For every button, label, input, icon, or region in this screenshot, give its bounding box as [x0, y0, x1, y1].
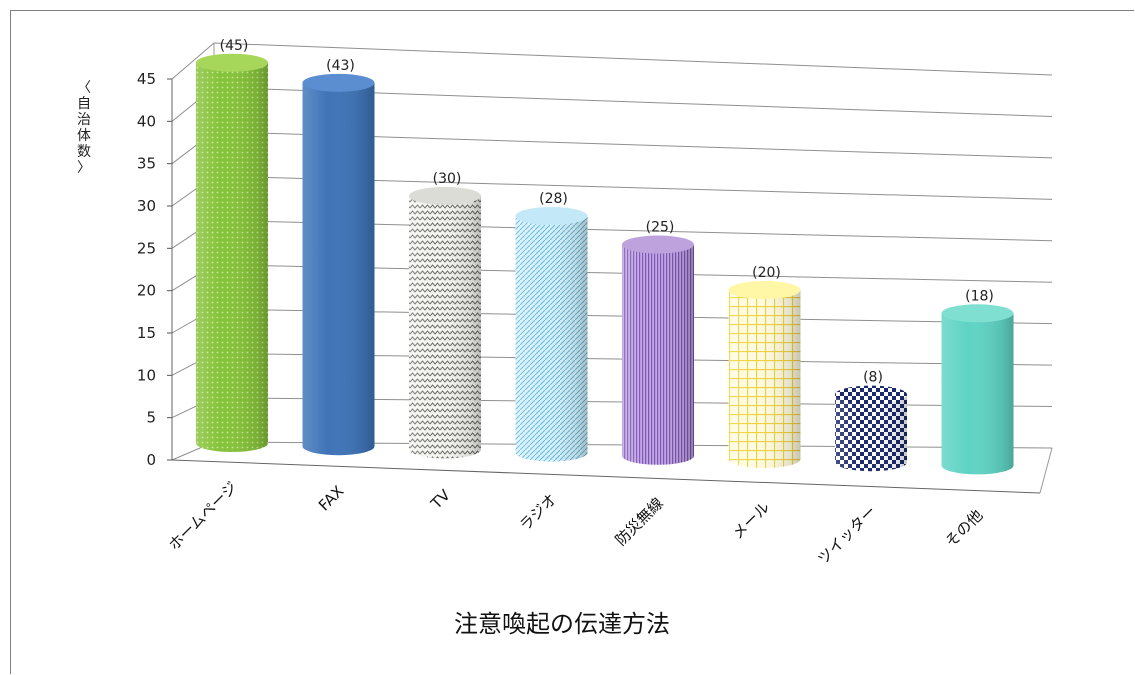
y-tick-label: 30 — [137, 197, 156, 215]
chart-frame — [10, 10, 1134, 674]
data-label: (43) — [326, 58, 355, 74]
category-label: ホームページ — [165, 478, 241, 554]
y-tick-labels: 0 5 10 15 20 25 30 35 40 45 — [137, 70, 156, 469]
data-label: (20) — [752, 265, 781, 281]
bar — [515, 207, 588, 462]
bar-top — [515, 207, 588, 225]
y-tick-label: 35 — [137, 155, 156, 173]
bar-shading — [302, 82, 375, 456]
y-axis-title: 〈自治体数〉 — [77, 80, 91, 176]
bar — [728, 281, 801, 468]
bar — [196, 53, 268, 452]
bar-shading — [728, 290, 801, 468]
category-label: メール — [729, 498, 774, 543]
y-tick-label: 40 — [137, 112, 156, 130]
y-tick-label: 5 — [146, 409, 156, 427]
bar — [941, 304, 1014, 475]
data-label: (25) — [646, 220, 675, 236]
bars — [196, 53, 1014, 475]
bar-top — [302, 73, 375, 92]
category-label: ツイッター — [814, 502, 880, 568]
bar-shading — [622, 244, 694, 465]
bar-top — [728, 281, 801, 299]
bar-top — [409, 186, 481, 205]
bar-top — [622, 235, 694, 254]
y-tick-label: 10 — [137, 366, 156, 384]
bar-top — [196, 53, 268, 72]
category-label: 防災無線 — [612, 494, 667, 549]
bar-shading — [941, 313, 1014, 475]
category-label: ラジオ — [516, 490, 560, 534]
y-tick-label: 15 — [137, 324, 156, 342]
bar-shading — [515, 216, 588, 462]
y-tick-label: 20 — [137, 282, 156, 300]
bar-top — [835, 385, 907, 404]
gridline — [171, 42, 1053, 80]
y-tick-label: 0 — [146, 451, 156, 469]
category-label: TV — [427, 486, 455, 514]
axes — [167, 43, 1053, 494]
category-labels: ホームページ FAX TV ラジオ 防災無線 メール ツイッター その他 — [165, 478, 986, 568]
bar-shading — [196, 62, 268, 452]
category-label: FAX — [315, 482, 347, 514]
x-axis-title: 注意喚起の伝達方法 — [454, 610, 670, 638]
x-axis-line — [171, 459, 1041, 494]
data-label: (30) — [433, 171, 462, 187]
bar-shading — [409, 195, 481, 459]
category-label: その他 — [942, 506, 987, 551]
data-label: (8) — [863, 370, 883, 386]
bar-shading — [835, 394, 907, 472]
bar — [622, 235, 694, 465]
bar — [302, 73, 375, 456]
data-labels: (45) (43) (30) (28) (25) (20) (8) (18) — [220, 38, 994, 386]
bar-top — [941, 304, 1014, 323]
floor-right-edge — [1039, 447, 1053, 494]
data-label: (45) — [220, 38, 249, 54]
data-label: (18) — [965, 288, 994, 304]
bar — [409, 186, 481, 459]
y-tick-label: 25 — [137, 239, 156, 257]
y-tick-label: 45 — [137, 70, 156, 88]
bar — [835, 385, 907, 472]
data-label: (28) — [539, 191, 568, 207]
